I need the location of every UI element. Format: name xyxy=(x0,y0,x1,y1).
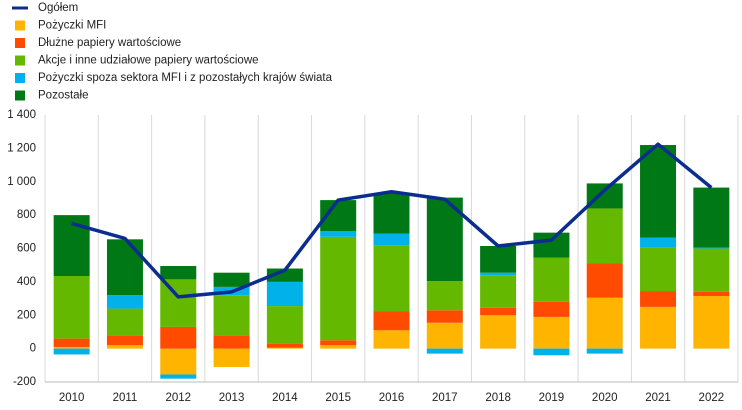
bar-segment xyxy=(213,348,250,367)
line xyxy=(71,142,713,299)
bar-segment xyxy=(266,306,303,344)
x-tick-label: 2011 xyxy=(113,392,138,404)
bar-segment xyxy=(586,297,623,349)
bar-segment xyxy=(693,248,730,292)
bar-segment xyxy=(640,247,677,292)
bar-segment xyxy=(320,236,357,341)
bar-segment xyxy=(693,291,730,297)
bar-segment xyxy=(640,237,677,248)
bar-segment xyxy=(640,291,677,307)
bar-segment xyxy=(106,335,143,346)
bar-segment xyxy=(693,187,730,248)
bar-segment xyxy=(213,295,250,336)
bar-segment xyxy=(266,268,303,282)
bar-segment xyxy=(373,311,410,331)
bar-segment xyxy=(106,295,143,309)
y-tick-label: 400 xyxy=(17,276,36,288)
bar-segment xyxy=(373,193,410,234)
legend-label: Pozostałe xyxy=(38,90,89,102)
bar-segment xyxy=(586,208,623,264)
y-tick-label: 0 xyxy=(30,343,36,355)
bar-segment xyxy=(373,330,410,349)
bar-segment xyxy=(533,257,570,302)
bar-segment xyxy=(106,239,143,296)
bar-segment xyxy=(586,348,623,354)
bar-segment xyxy=(586,183,623,209)
bar-segment xyxy=(53,276,90,339)
x-tick-label: 2018 xyxy=(485,392,511,404)
bar-segment xyxy=(160,279,197,327)
x-tick-label: 2013 xyxy=(219,392,245,404)
bar-segment xyxy=(106,308,143,336)
bar-segment xyxy=(693,296,730,349)
bar-segment xyxy=(160,348,197,375)
y-tick-label: 1 000 xyxy=(7,176,36,188)
y-tick-label: 800 xyxy=(17,209,36,221)
x-tick-label: 2017 xyxy=(432,392,458,404)
y-tick-label: 1 400 xyxy=(7,109,36,121)
legend-swatch xyxy=(15,20,25,31)
bar-segment xyxy=(533,232,570,258)
x-tick-label: 2014 xyxy=(272,392,298,404)
y-tick-label: 200 xyxy=(17,309,36,321)
x-tick-label: 2015 xyxy=(325,392,351,404)
bar-segment xyxy=(213,335,250,349)
bar-segment xyxy=(373,245,410,312)
x-tick-label: 2010 xyxy=(59,392,85,404)
legend-label: Dłużne papiery wartościowe xyxy=(38,37,181,49)
bar-segment xyxy=(640,306,677,349)
legend-swatch xyxy=(15,38,25,48)
bar-segment xyxy=(533,348,570,356)
legend-swatch xyxy=(15,55,25,66)
bar-segment xyxy=(320,340,357,346)
legend-swatch xyxy=(15,73,25,83)
x-tick-label: 2012 xyxy=(165,392,191,404)
bar-segment xyxy=(373,233,410,246)
bar-segment xyxy=(266,343,303,348)
legend-swatch xyxy=(15,90,25,101)
x-tick-label: 2019 xyxy=(539,392,565,404)
bar-segment xyxy=(693,247,730,249)
bar-segment xyxy=(426,310,463,323)
y-tick-label: 1 200 xyxy=(7,142,36,154)
bar-segment xyxy=(53,338,90,347)
bar-segment xyxy=(426,348,463,354)
x-tick-label: 2021 xyxy=(645,392,671,404)
bar-segment xyxy=(213,272,250,287)
legend-label: Ogółem xyxy=(38,2,78,14)
bar-segment xyxy=(53,348,90,355)
bar-segment xyxy=(160,326,197,349)
bar-segment xyxy=(320,345,357,349)
x-tick-label: 2022 xyxy=(699,392,725,404)
y-tick-label: 600 xyxy=(17,243,36,255)
x-tick-label: 2016 xyxy=(379,392,405,404)
bar-segment xyxy=(266,281,303,307)
bar-segment xyxy=(320,230,357,237)
legend-label: Pożyczki spoza sektora MFI i z pozostały… xyxy=(38,72,333,84)
legend-label: Pożyczki MFI xyxy=(38,20,106,32)
bar-segment xyxy=(480,272,517,276)
bar-segment xyxy=(533,316,570,349)
bar-segment xyxy=(426,322,463,349)
legend-label: Akcje i inne udziałowe papiery wartościo… xyxy=(38,55,259,67)
bar-segment xyxy=(480,275,517,308)
bar-segment xyxy=(533,301,570,317)
bar-segment xyxy=(586,263,623,298)
bar-segment xyxy=(53,346,90,349)
x-tick-label: 2020 xyxy=(592,392,618,404)
bar-segment xyxy=(426,281,463,311)
bar-segment xyxy=(480,307,517,316)
bar-segment xyxy=(160,266,197,280)
bar-segment xyxy=(480,245,517,273)
bar-segment xyxy=(106,345,143,349)
bar-segment xyxy=(160,374,197,379)
bar-segment xyxy=(640,145,677,238)
y-tick-label: -200 xyxy=(13,376,36,388)
bar-segment xyxy=(266,347,303,349)
bar-segment xyxy=(480,315,517,349)
